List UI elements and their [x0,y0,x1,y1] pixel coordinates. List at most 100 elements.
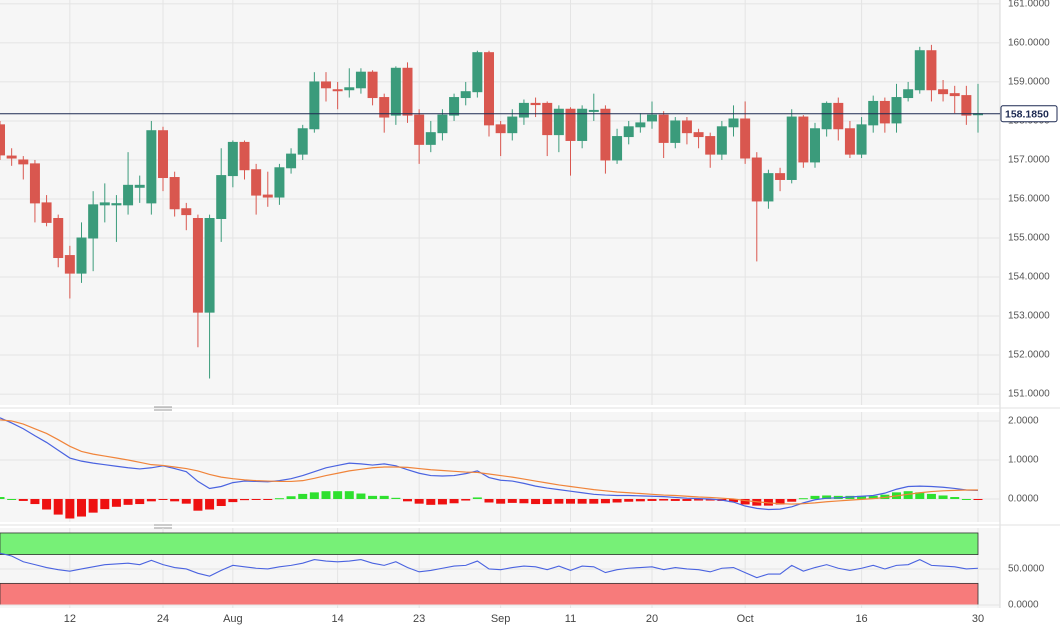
resize-handle[interactable] [154,406,172,411]
candle-body [297,128,308,155]
histogram-bar [18,498,28,501]
histogram-bar [589,498,599,504]
histogram-bar [391,497,401,499]
candle-body [321,81,331,89]
candle-body [402,67,413,116]
candle-body [786,116,797,180]
y-tick-label: 1.0000 [1008,455,1039,466]
candle-body [833,102,844,130]
main-panel-bg [0,0,1000,405]
histogram-bar [729,498,738,503]
candle-body [134,184,145,188]
histogram-bar [30,498,40,505]
candle-body [437,114,448,134]
candle-body [64,255,75,274]
x-tick-label: 23 [413,613,425,625]
y-tick-label: 152.0000 [1008,350,1050,361]
candle-body [425,132,436,145]
candle-body [623,126,634,138]
candle-body [612,136,623,161]
y-tick-label: 161.0000 [1008,0,1050,10]
histogram-bar [484,498,494,503]
x-tick-label: 12 [64,613,76,625]
candle-body [507,116,518,134]
histogram-bar [123,498,133,505]
histogram-bar [53,498,63,515]
candle-body [192,217,203,313]
histogram-bar [240,498,249,501]
histogram-bar [426,498,436,505]
histogram-bar [135,498,145,505]
y-tick-label: 153.0000 [1008,311,1050,322]
y-tick-label: 156.0000 [1008,194,1050,205]
candle-body [460,91,471,99]
histogram-bar [566,498,575,504]
histogram-bar [170,498,180,502]
candle-body [146,130,157,204]
candle-body [635,122,646,128]
histogram-bar [624,498,634,502]
candle-body [821,102,832,130]
histogram-bar [787,498,797,502]
histogram-bar [798,498,808,500]
histogram-bar [344,491,354,499]
last-price-box [1000,105,1058,123]
candle-body [588,109,599,112]
histogram-bar [822,495,832,499]
candle-body [169,177,180,210]
candle-body [949,93,960,97]
candle-body [844,128,855,155]
candle-body [670,120,681,143]
candle-body [449,97,460,116]
histogram-bar [519,498,529,504]
histogram-bar [705,498,715,501]
x-tick-label: Oct [737,613,754,625]
y-tick-label: 155.0000 [1008,233,1050,244]
histogram-bar [333,491,343,499]
histogram-bar [857,495,867,499]
histogram-bar [216,498,226,507]
histogram-bar [309,492,319,499]
histogram-bar [973,498,983,500]
rsi-line [0,552,979,579]
candle-body [309,81,320,130]
histogram-bar [181,498,191,504]
x-tick-label: 11 [565,613,576,625]
y-tick-label: 0.0000 [1008,494,1039,505]
candle-body [577,108,588,141]
rsi-band [0,532,979,555]
histogram-bar [542,498,552,505]
histogram-bar [740,498,750,505]
histogram-bar [205,498,215,510]
x-tick-label: 24 [157,613,169,625]
histogram-bar [228,498,238,503]
y-tick-label: 50.0000 [1008,564,1045,575]
histogram-bar [926,493,936,499]
candle-body [123,184,134,206]
candle-body [961,95,972,116]
histogram-bar [694,498,704,501]
last-price-label: 158.1850 [1005,109,1049,121]
resize-handle[interactable] [154,524,172,529]
candle-body [204,217,215,313]
histogram-bar [670,498,680,501]
histogram-bar [810,495,820,499]
rsi-band [0,582,979,606]
candle-body [681,120,692,134]
x-tick-label: 20 [646,613,658,625]
histogram-bar [298,493,308,499]
candle-body [716,126,727,155]
candle-body [379,97,390,118]
y-tick-label: 0.0000 [1008,600,1039,611]
candle-body [553,108,564,136]
candle-body [938,89,949,95]
x-tick-label: 16 [855,613,867,625]
histogram-bar [961,498,971,500]
candle-body [274,167,285,198]
histogram-bar [635,498,645,502]
x-tick-label: 14 [332,613,344,625]
histogram-bar [915,492,925,499]
candle-body [658,114,669,143]
candle-body [262,194,273,198]
